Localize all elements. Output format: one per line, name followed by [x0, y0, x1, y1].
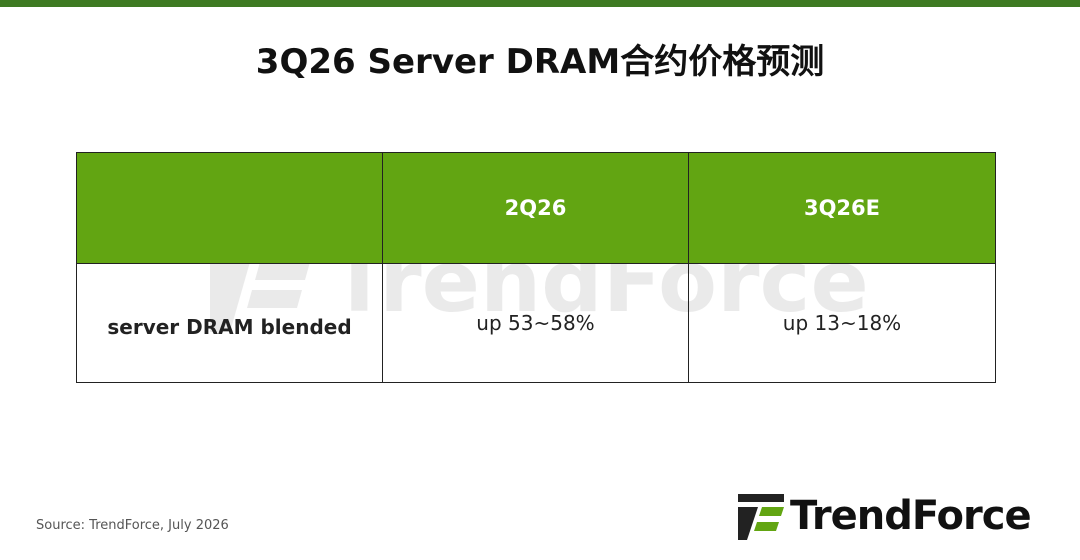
- row-label: server DRAM blended: [76, 263, 383, 383]
- data-row: server DRAM blended up 53~58% up 13~18%: [76, 263, 996, 383]
- cell: up 13~18%: [688, 263, 996, 383]
- cell: up 53~58%: [382, 263, 689, 383]
- logo-text: TrendForce: [790, 493, 1032, 539]
- logo-icon: [738, 494, 784, 540]
- header-cell: 2Q26: [382, 152, 689, 264]
- price-table: 2Q26 3Q26E server DRAM blended up 53~58%…: [76, 152, 996, 383]
- header-cell: [76, 152, 383, 264]
- title: 3Q26 Server DRAM合约价格预测: [255, 42, 825, 82]
- header-row: 2Q26 3Q26E: [76, 152, 996, 264]
- source: Source: TrendForce, July 2026: [36, 518, 229, 533]
- header-cell: 3Q26E: [688, 152, 996, 264]
- top-bar: [0, 0, 1080, 7]
